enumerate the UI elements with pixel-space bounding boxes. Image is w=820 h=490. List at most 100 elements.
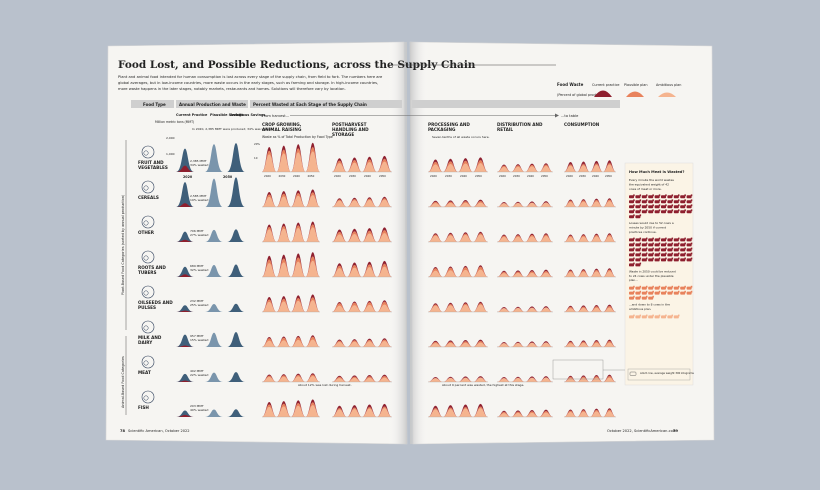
note-1000: 1,000 (166, 152, 175, 156)
cow-icon (661, 243, 666, 247)
stage-chart (331, 374, 393, 383)
note-ambitious: Ambitious Savings (230, 113, 265, 117)
cow-head (684, 194, 686, 197)
cow-head (639, 194, 642, 197)
production-peak (176, 182, 194, 207)
cow-head (690, 257, 693, 260)
production-peak (205, 304, 223, 312)
axis-year-label: 2020 (264, 174, 271, 178)
stage-header: PROCESSING AND (428, 122, 470, 127)
cow-icon (648, 243, 654, 247)
cow-icon (648, 248, 654, 252)
cow-head (684, 290, 686, 293)
axis-year-label: 2050 (475, 174, 482, 178)
category-icon-detail (143, 395, 149, 401)
production-peak (176, 410, 194, 417)
stage-headers: CROP GROWING,ANIMAL RAISING POSTHARVESTHA… (262, 122, 600, 137)
cow-icon (641, 291, 647, 295)
footer-left-mag: Scientific American, October 2022 (128, 429, 190, 433)
stage-chart (331, 196, 393, 208)
cow-icon (686, 243, 692, 247)
cow-icon (661, 291, 666, 295)
cow-icon (661, 286, 666, 290)
sidebar-title: How Much Meat Is Wasted? (629, 170, 684, 174)
cow-head (678, 237, 680, 240)
cow-icon (673, 243, 679, 247)
cow-head (665, 257, 667, 260)
cow-head (633, 290, 635, 293)
category-name: ROOTS AND (138, 265, 166, 270)
category-label: 706 MMT (190, 229, 204, 233)
category-label: 19% wasted (190, 198, 208, 202)
cow-icon (667, 238, 673, 242)
cow-head (646, 295, 648, 298)
cows-plausible-grid (629, 285, 693, 300)
stage-chart (496, 409, 554, 418)
production-peak (176, 305, 194, 312)
cow-icon (661, 258, 666, 262)
header-bar-annual (176, 100, 248, 108)
axis-year-label: 2020 (334, 174, 341, 178)
stage-chart (427, 265, 489, 278)
production-peak (227, 372, 245, 382)
legend: Food Waste (Percent of global production… (557, 82, 681, 97)
stage-chart (427, 231, 489, 243)
cow-head (665, 285, 667, 288)
cow-icon (648, 205, 654, 209)
cow-head (690, 199, 693, 202)
category-icon (141, 215, 155, 229)
gutter-shadow-left (388, 42, 407, 444)
category-label: 40% wasted (190, 408, 208, 412)
cow-icon (686, 258, 692, 262)
cow-icon (629, 263, 634, 267)
stage-chart (427, 157, 489, 173)
axis-year-label: 2030 (579, 174, 586, 178)
category-label: 957 MMT (190, 334, 204, 338)
cow-icon (661, 238, 666, 242)
production-peak (205, 229, 223, 242)
cow-icon (686, 291, 692, 295)
category-label: 689 MMT (190, 264, 204, 268)
cow-head (646, 194, 648, 197)
production-peak (227, 229, 245, 242)
category-label: 25% wasted (190, 303, 208, 307)
cow-head (665, 204, 667, 207)
category-name: FISH (138, 405, 149, 410)
cow-head (646, 237, 648, 240)
cow-icon (635, 215, 641, 219)
cow-head (639, 237, 642, 240)
cow-icon (635, 263, 641, 267)
sidebar-text-line: cows of meat or more. (629, 187, 662, 191)
cow-head (690, 242, 693, 245)
cow-head (665, 247, 667, 250)
category-icon (141, 180, 155, 194)
production-peak (176, 266, 194, 277)
cow-icon (673, 238, 679, 242)
cow-icon (680, 210, 686, 214)
header-food-type: Food Type (143, 102, 166, 107)
stage-chart (563, 268, 617, 278)
cow-icon (673, 210, 679, 214)
stage-chart (261, 399, 321, 418)
cow-icon (654, 253, 660, 257)
waste-peak (176, 380, 194, 382)
cow-icon (667, 200, 673, 204)
cow-icon (680, 238, 686, 242)
axis-year-label: 2020 (430, 174, 437, 178)
cow-head (671, 252, 674, 255)
axis-year-label: 2050 (379, 174, 386, 178)
cow-icon (680, 258, 686, 262)
cow-icon (635, 195, 641, 199)
annual-notes: Current Practice Plausible Savings Ambit… (155, 113, 272, 179)
cow-head (671, 257, 674, 260)
cow-icon (680, 248, 686, 252)
production-peak (176, 231, 194, 242)
cow-head (678, 204, 680, 207)
cow-icon (648, 200, 654, 204)
cow-head (684, 209, 686, 212)
cow-icon (654, 243, 660, 247)
cow-icon (680, 291, 686, 295)
